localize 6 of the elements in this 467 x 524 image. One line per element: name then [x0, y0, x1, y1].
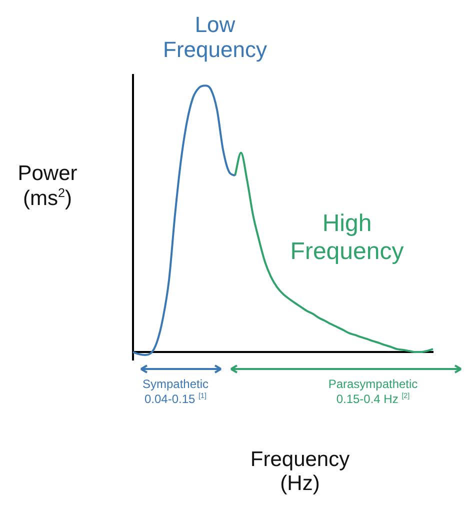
text: Parasympathetic 0.15-0.4 Hz $^{[2]}$ [327, 377, 419, 407]
y-axis-title: Power (ms$^{2}$) [16, 162, 78, 212]
series-label: High Frequency [289, 210, 405, 266]
x-axis-title: Frequency (Hz) [249, 448, 351, 496]
series-label: Low Frequency [162, 12, 268, 63]
text: Sympathetic 0.04-0.15 $^{[1]}$ [141, 377, 210, 407]
